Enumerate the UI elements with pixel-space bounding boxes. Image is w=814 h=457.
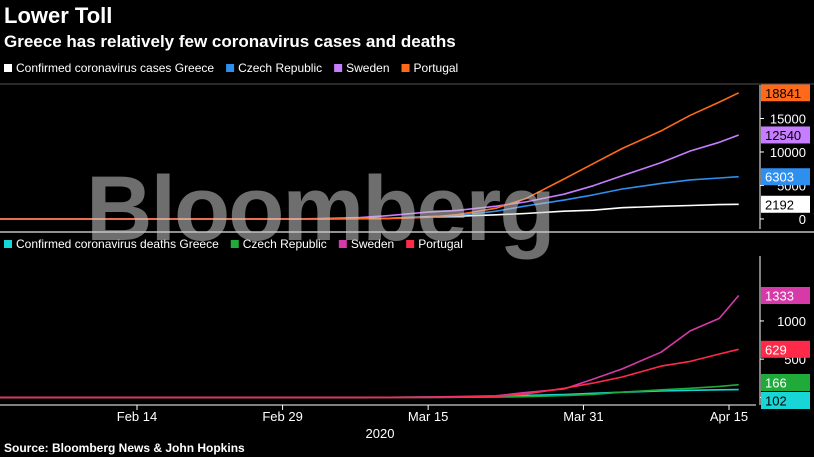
legend-item-czech-republic: Czech Republic: [226, 61, 322, 75]
x-tick-label: Feb 29: [262, 409, 302, 424]
end-label-sweden: 12540: [761, 126, 810, 144]
end-label-value: 102: [765, 394, 787, 409]
series-line-portugal: [0, 92, 740, 220]
legend-deaths: Confirmed coronavirus deaths Greece Czech…: [4, 237, 463, 251]
x-axis: Feb 14 Feb 29 Mar 15 Mar 31 Apr 15 2020: [0, 83, 814, 441]
y-tick-label: 15000: [770, 111, 806, 126]
watermark: Bloomberg: [86, 158, 554, 260]
legend-swatch: [226, 64, 235, 72]
end-label-value: 18841: [765, 86, 801, 101]
end-label-sweden: 1333: [761, 287, 810, 305]
end-label-czech-republic: 6303: [761, 168, 810, 186]
legend-item-sweden: Sweden: [334, 61, 390, 75]
legend-label: Sweden: [346, 61, 389, 75]
legend-cases: Confirmed coronavirus cases Greece Czech …: [4, 61, 458, 75]
legend-label: Czech Republic: [243, 237, 327, 251]
x-year-label: 2020: [366, 426, 395, 441]
legend-item-czech-republic: Czech Republic: [230, 237, 327, 251]
end-label-portugal: 18841: [761, 84, 810, 102]
end-label-value: 629: [765, 342, 787, 357]
legend-item-sweden: Sweden: [338, 237, 394, 251]
legend-label: Portugal: [414, 61, 459, 75]
legend-swatch: [338, 240, 347, 248]
x-tick-label: Mar 31: [563, 409, 603, 424]
end-label-czech-republic: 166: [761, 374, 810, 391]
legend-swatch: [334, 64, 343, 72]
end-label-value: 1333: [765, 289, 794, 304]
x-tick-label: Mar 15: [408, 409, 448, 424]
end-label-box: [761, 195, 810, 213]
legend-label: Czech Republic: [238, 61, 322, 75]
panel-deaths: 050010001333629166102: [0, 256, 810, 409]
legend-item-confirmed-coronavirus-deaths-greece: Confirmed coronavirus deaths Greece: [4, 237, 219, 251]
end-label-box: [761, 340, 810, 358]
series-line-portugal: [0, 348, 739, 399]
legend-item-confirmed-coronavirus-cases-greece: Confirmed coronavirus cases Greece: [4, 61, 214, 75]
end-label-confirmed-coronavirus-cases-greece: 2192: [761, 195, 810, 213]
series-line-confirmed-coronavirus-deaths-greece: [0, 388, 739, 399]
legend-label: Confirmed coronavirus cases Greece: [16, 61, 214, 75]
end-label-value: 12540: [765, 128, 801, 143]
end-label-box: [761, 168, 810, 186]
series-line-sweden: [0, 294, 740, 399]
legend-swatch: [401, 64, 410, 72]
chart-subtitle: Greece has relatively few coronavirus ca…: [4, 32, 456, 51]
x-tick-label: Feb 14: [117, 409, 157, 424]
end-label-portugal: 629: [761, 340, 810, 358]
y-tick-label: 1000: [777, 314, 806, 329]
legend-item-portugal: Portugal: [406, 237, 463, 251]
end-label-value: 166: [765, 376, 787, 391]
y-tick-label: 10000: [770, 145, 806, 160]
legend-swatch: [4, 64, 12, 72]
y-tick-label: 0: [799, 212, 806, 227]
series-line-czech-republic: [0, 383, 739, 399]
end-label-box: [761, 392, 810, 409]
legend-label: Confirmed coronavirus deaths Greece: [16, 237, 219, 251]
end-label-value: 6303: [765, 170, 794, 185]
x-tick-label: Apr 15: [710, 409, 748, 424]
chart-title: Lower Toll: [4, 3, 112, 28]
end-label-box: [761, 126, 810, 144]
legend-label: Portugal: [418, 237, 463, 251]
source-note: Source: Bloomberg News & John Hopkins: [4, 441, 245, 455]
legend-swatch: [230, 240, 239, 248]
end-label-box: [761, 84, 810, 102]
end-label-box: [761, 374, 810, 391]
legend-item-portugal: Portugal: [401, 61, 459, 75]
legend-swatch: [406, 240, 415, 248]
legend-swatch: [4, 240, 12, 248]
end-label-value: 2192: [765, 197, 794, 212]
end-label-confirmed-coronavirus-deaths-greece: 102: [761, 392, 810, 409]
end-label-box: [761, 287, 810, 305]
legend-label: Sweden: [351, 237, 394, 251]
